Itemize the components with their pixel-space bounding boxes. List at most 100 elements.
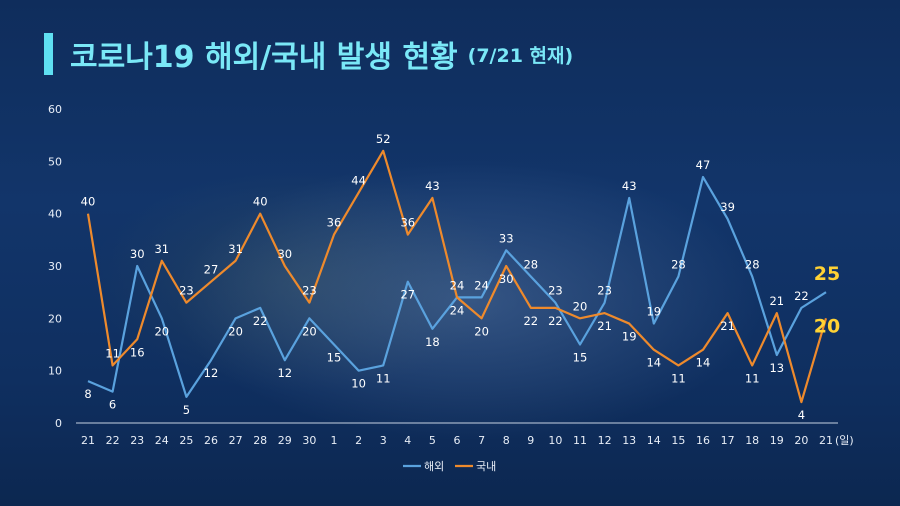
data-label-overseas: 12 bbox=[277, 366, 292, 380]
x-tick-label: 26 bbox=[204, 434, 218, 447]
x-tick-label: 13 bbox=[622, 434, 636, 447]
x-tick-label: 2 bbox=[355, 434, 362, 447]
data-label-overseas: 27 bbox=[400, 288, 415, 302]
data-label-domestic: 16 bbox=[130, 345, 145, 359]
x-axis-unit: (일) bbox=[835, 433, 854, 447]
data-label-domestic: 11 bbox=[671, 371, 686, 385]
data-label-domestic: 4 bbox=[798, 408, 805, 422]
title-accent-bar bbox=[44, 33, 53, 75]
x-tick-label: 11 bbox=[573, 434, 587, 447]
data-label-overseas: 30 bbox=[130, 247, 145, 261]
x-tick-label: 22 bbox=[106, 434, 120, 447]
data-label-domestic-final: 20 bbox=[814, 315, 840, 337]
data-label-domestic: 14 bbox=[696, 356, 711, 370]
data-label-domestic: 11 bbox=[105, 346, 120, 360]
data-label-overseas: 47 bbox=[696, 158, 711, 172]
x-tick-label: 12 bbox=[598, 434, 612, 447]
data-label-domestic: 31 bbox=[154, 242, 169, 256]
x-tick-label: 25 bbox=[179, 434, 193, 447]
data-label-overseas: 22 bbox=[253, 314, 268, 328]
data-label-domestic: 21 bbox=[720, 319, 735, 333]
title-date: (7/21 현재) bbox=[467, 44, 574, 67]
x-tick-label: 18 bbox=[745, 434, 759, 447]
data-label-overseas: 43 bbox=[622, 179, 637, 193]
x-tick-label: 29 bbox=[278, 434, 292, 447]
data-label-overseas: 5 bbox=[183, 403, 190, 417]
data-label-overseas: 24 bbox=[450, 278, 465, 292]
data-label-overseas: 22 bbox=[794, 289, 809, 303]
data-label-overseas: 28 bbox=[671, 257, 686, 271]
data-label-overseas: 23 bbox=[548, 284, 563, 298]
x-tick-label: 1 bbox=[331, 434, 338, 447]
x-tick-label: 24 bbox=[155, 434, 169, 447]
data-label-domestic: 24 bbox=[450, 303, 465, 317]
data-label-domestic: 20 bbox=[474, 324, 489, 338]
x-tick-label: 28 bbox=[253, 434, 267, 447]
data-label-overseas: 12 bbox=[204, 366, 219, 380]
data-label-overseas: 39 bbox=[720, 200, 735, 214]
data-label-domestic: 43 bbox=[425, 179, 440, 193]
data-label-domestic: 36 bbox=[327, 216, 342, 230]
series-line-domestic bbox=[86, 149, 828, 404]
data-label-overseas: 19 bbox=[646, 305, 661, 319]
data-label-domestic: 21 bbox=[769, 294, 784, 308]
data-label-overseas: 33 bbox=[499, 231, 514, 245]
data-label-domestic: 19 bbox=[622, 330, 637, 344]
data-label-overseas: 28 bbox=[745, 257, 760, 271]
x-tick-label: 16 bbox=[696, 434, 710, 447]
x-tick-label: 23 bbox=[130, 434, 144, 447]
data-label-domestic: 30 bbox=[277, 247, 292, 261]
y-tick-label: 40 bbox=[48, 208, 62, 221]
x-tick-label: 4 bbox=[404, 434, 411, 447]
data-label-overseas: 28 bbox=[523, 257, 538, 271]
data-label-overseas: 8 bbox=[84, 387, 91, 401]
data-label-overseas: 6 bbox=[109, 398, 116, 412]
y-tick-label: 50 bbox=[48, 155, 62, 168]
x-tick-label: 9 bbox=[527, 434, 534, 447]
data-label-domestic: 30 bbox=[499, 272, 514, 286]
data-label-domestic: 27 bbox=[204, 263, 219, 277]
data-label-domestic: 23 bbox=[302, 284, 317, 298]
data-label-overseas: 18 bbox=[425, 335, 440, 349]
x-tick-label: 10 bbox=[548, 434, 562, 447]
data-label-overseas: 20 bbox=[228, 324, 243, 338]
x-tick-label: 14 bbox=[647, 434, 661, 447]
y-tick-label: 10 bbox=[48, 365, 62, 378]
y-tick-label: 30 bbox=[48, 260, 62, 273]
page-title: 코로나19 해외/국내 발생 현황 (7/21 현재) bbox=[70, 30, 573, 78]
legend-label-overseas: 해외 bbox=[424, 459, 444, 473]
x-tick-label: 27 bbox=[229, 434, 243, 447]
x-tick-label: 6 bbox=[454, 434, 461, 447]
x-tick-label: 19 bbox=[770, 434, 784, 447]
data-label-domestic: 22 bbox=[523, 314, 538, 328]
data-label-overseas: 11 bbox=[376, 371, 391, 385]
x-tick-label: 5 bbox=[429, 434, 436, 447]
data-label-overseas: 20 bbox=[154, 324, 169, 338]
data-label-domestic: 20 bbox=[573, 299, 588, 313]
x-tick-label: 7 bbox=[478, 434, 485, 447]
data-label-overseas: 10 bbox=[351, 377, 366, 391]
x-tick-label: 21 bbox=[81, 434, 95, 447]
x-tick-label: 15 bbox=[671, 434, 685, 447]
legend-label-domestic: 국내 bbox=[476, 460, 496, 473]
data-label-overseas: 15 bbox=[573, 351, 588, 365]
x-tick-label: 8 bbox=[503, 434, 510, 447]
data-label-overseas: 15 bbox=[327, 351, 342, 365]
data-label-domestic: 14 bbox=[646, 356, 661, 370]
x-tick-label: 17 bbox=[721, 434, 735, 447]
y-tick-label: 60 bbox=[48, 103, 62, 116]
data-label-domestic: 44 bbox=[351, 174, 366, 188]
data-label-overseas-final: 25 bbox=[814, 263, 840, 285]
data-label-overseas: 13 bbox=[769, 361, 784, 375]
data-label-domestic: 11 bbox=[745, 371, 760, 385]
data-label-domestic: 40 bbox=[81, 195, 96, 209]
data-label-domestic: 40 bbox=[253, 195, 268, 209]
data-label-domestic: 36 bbox=[400, 216, 415, 230]
data-label-domestic: 23 bbox=[179, 284, 194, 298]
data-label-domestic: 22 bbox=[548, 314, 563, 328]
data-label-domestic: 31 bbox=[228, 242, 243, 256]
data-label-domestic: 52 bbox=[376, 132, 391, 146]
x-tick-label: 20 bbox=[794, 434, 808, 447]
